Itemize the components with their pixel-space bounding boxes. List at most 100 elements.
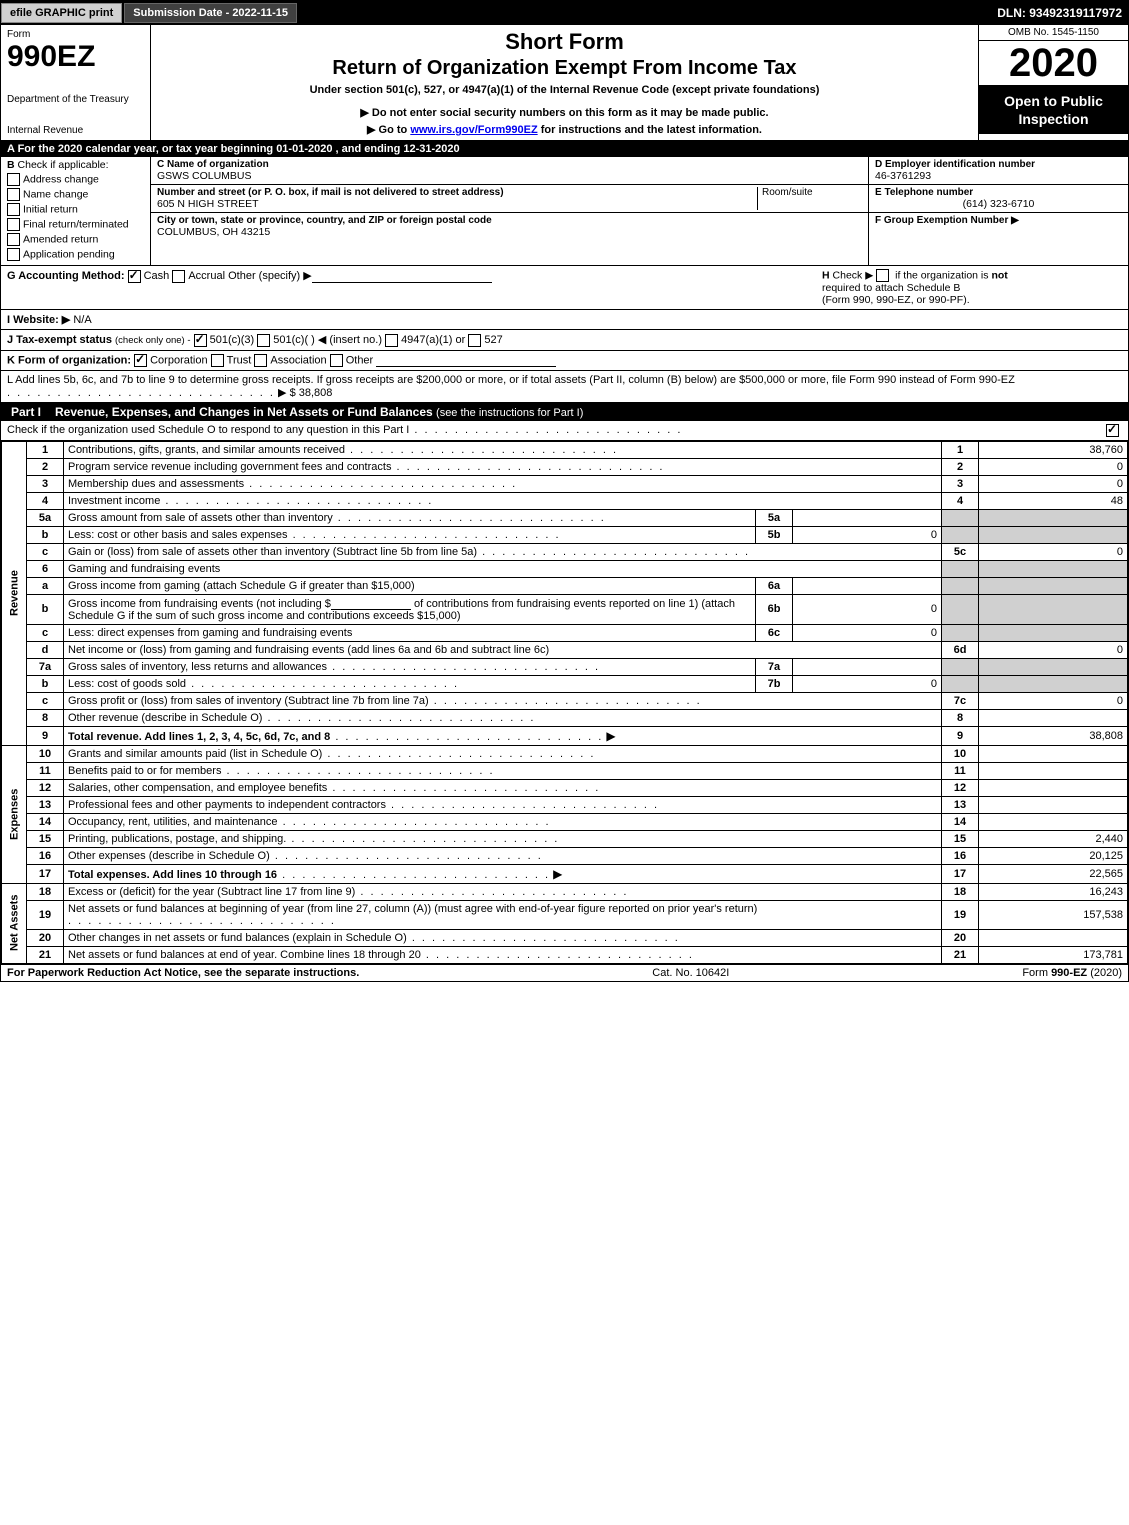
line-12-row: 12 Salaries, other compensation, and emp…: [2, 779, 1128, 796]
line-6c-val-grey: [979, 624, 1128, 641]
opt-address-change-label: Address change: [23, 173, 99, 185]
open-public-inspection: Open to Public Inspection: [979, 86, 1128, 134]
line-7b-val-grey: [979, 675, 1128, 692]
org-name-row: C Name of organization GSWS COLUMBUS: [151, 157, 868, 185]
efile-print-button[interactable]: efile GRAPHIC print: [1, 3, 122, 23]
opt-final-return[interactable]: Final return/terminated: [7, 218, 144, 231]
opt-address-change[interactable]: Address change: [7, 173, 144, 186]
line-15-num: 15: [27, 830, 64, 847]
line-7c-ref: 7c: [942, 692, 979, 709]
line-6b-row: b Gross income from fundraising events (…: [2, 594, 1128, 624]
line-21-ref: 21: [942, 946, 979, 963]
line-6a-ref-grey: [942, 577, 979, 594]
501c-checkbox[interactable]: [257, 334, 270, 347]
501c3-checkbox[interactable]: [194, 334, 207, 347]
opt-amended-return-label: Amended return: [23, 233, 98, 245]
527-checkbox[interactable]: [468, 334, 481, 347]
dots-filler: [7, 387, 275, 399]
other-specify-label: Other (specify) ▶: [228, 270, 312, 282]
line-15-ref: 15: [942, 830, 979, 847]
line-7a-num: 7a: [27, 658, 64, 675]
line-3-val: 0: [979, 475, 1128, 492]
line-9-ref: 9: [942, 726, 979, 745]
website-label: I Website: ▶: [7, 314, 70, 326]
section-bcd: B Check if applicable: Address change Na…: [1, 157, 1128, 266]
ssn-warning: ▶ Do not enter social security numbers o…: [159, 106, 970, 119]
row-g: G Accounting Method: Cash Accrual Other …: [7, 269, 822, 306]
line-9-row: 9 Total revenue. Add lines 1, 2, 3, 4, 5…: [2, 726, 1128, 745]
line-17-arrow: ▶: [553, 867, 562, 881]
opt-name-change-label: Name change: [23, 188, 88, 200]
street-label: Number and street (or P. O. box, if mail…: [157, 187, 757, 198]
opt-initial-return[interactable]: Initial return: [7, 203, 144, 216]
check-if-applicable: Check if applicable:: [18, 159, 109, 171]
part-1-header: Part I Revenue, Expenses, and Changes in…: [1, 403, 1128, 421]
4947-checkbox[interactable]: [385, 334, 398, 347]
row-h: H Check ▶ if the organization is not req…: [822, 269, 1122, 306]
expenses-side-label: Expenses: [2, 745, 27, 883]
line-14-val: [979, 813, 1128, 830]
tax-exempt-sub: (check only one) -: [115, 335, 191, 346]
website-value: N/A: [73, 314, 91, 326]
trust-checkbox[interactable]: [211, 354, 224, 367]
line-2-desc: Program service revenue including govern…: [64, 458, 942, 475]
row-i: I Website: ▶ N/A: [1, 310, 1128, 330]
omb-number: OMB No. 1545-1150: [979, 25, 1128, 41]
line-6b-val-grey: [979, 594, 1128, 624]
line-5a-row: 5a Gross amount from sale of assets othe…: [2, 509, 1128, 526]
4947-label: 4947(a)(1) or: [401, 334, 465, 346]
line-5c-ref: 5c: [942, 543, 979, 560]
other-org-input[interactable]: [376, 354, 556, 367]
opt-application-pending[interactable]: Application pending: [7, 248, 144, 261]
line-17-row: 17 Total expenses. Add lines 10 through …: [2, 864, 1128, 883]
line-4-val: 48: [979, 492, 1128, 509]
cash-checkbox[interactable]: [128, 270, 141, 283]
line-6b-blank[interactable]: [331, 597, 411, 610]
line-7b-mid-val: 0: [793, 675, 942, 692]
line-6a-num: a: [27, 577, 64, 594]
line-19-desc: Net assets or fund balances at beginning…: [64, 900, 942, 929]
part-1-sub: (see the instructions for Part I): [436, 407, 583, 419]
line-15-row: 15 Printing, publications, postage, and …: [2, 830, 1128, 847]
street-value: 605 N HIGH STREET: [157, 198, 757, 210]
submission-date-button[interactable]: Submission Date - 2022-11-15: [124, 3, 297, 23]
line-5a-val-grey: [979, 509, 1128, 526]
line-9-num: 9: [27, 726, 64, 745]
form-footer-right: Form 990-EZ (2020): [1022, 967, 1122, 979]
line-7b-desc: Less: cost of goods sold: [64, 675, 756, 692]
line-10-ref: 10: [942, 745, 979, 762]
line-11-ref: 11: [942, 762, 979, 779]
opt-amended-return[interactable]: Amended return: [7, 233, 144, 246]
h-checkbox[interactable]: [876, 269, 889, 282]
accrual-checkbox[interactable]: [172, 270, 185, 283]
corporation-checkbox[interactable]: [134, 354, 147, 367]
schedule-o-checkbox[interactable]: [1106, 424, 1119, 437]
irs-link[interactable]: www.irs.gov/Form990EZ: [410, 124, 537, 136]
association-checkbox[interactable]: [254, 354, 267, 367]
street-row: Number and street (or P. O. box, if mail…: [151, 185, 868, 213]
line-13-num: 13: [27, 796, 64, 813]
line-5c-desc: Gain or (loss) from sale of assets other…: [64, 543, 942, 560]
line-16-ref: 16: [942, 847, 979, 864]
trust-label: Trust: [227, 354, 252, 366]
b-label: B: [7, 159, 15, 171]
line-1-val: 38,760: [979, 441, 1128, 458]
line-7b-ref-grey: [942, 675, 979, 692]
dln-label: DLN: 93492319117972: [997, 6, 1128, 20]
other-org-checkbox[interactable]: [330, 354, 343, 367]
line-8-row: 8 Other revenue (describe in Schedule O)…: [2, 709, 1128, 726]
line-12-val: [979, 779, 1128, 796]
line-4-num: 4: [27, 492, 64, 509]
under-section-text: Under section 501(c), 527, or 4947(a)(1)…: [159, 84, 970, 96]
opt-name-change[interactable]: Name change: [7, 188, 144, 201]
line-7c-val: 0: [979, 692, 1128, 709]
line-17-num: 17: [27, 864, 64, 883]
line-13-val: [979, 796, 1128, 813]
line-2-val: 0: [979, 458, 1128, 475]
header-left: Form 990EZ Department of the Treasury In…: [1, 25, 151, 140]
line-18-row: Net Assets 18 Excess or (deficit) for th…: [2, 883, 1128, 900]
line-14-desc: Occupancy, rent, utilities, and maintena…: [64, 813, 942, 830]
other-specify-input[interactable]: [312, 270, 492, 283]
line-11-row: 11 Benefits paid to or for members 11: [2, 762, 1128, 779]
line-7a-desc: Gross sales of inventory, less returns a…: [64, 658, 756, 675]
